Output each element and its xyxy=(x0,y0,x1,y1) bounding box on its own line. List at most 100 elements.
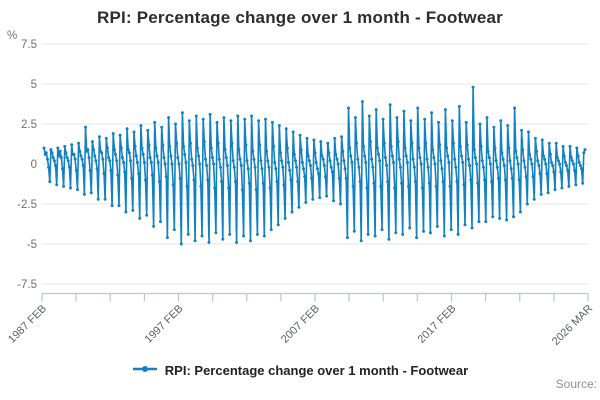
data-point xyxy=(465,143,469,147)
data-point xyxy=(513,106,517,110)
data-point xyxy=(487,156,491,160)
data-point xyxy=(398,165,402,169)
data-point xyxy=(310,176,314,180)
data-point xyxy=(574,183,578,187)
data-point xyxy=(312,138,316,142)
legend-label: RPI: Percentage change over 1 month - Fo… xyxy=(164,362,469,378)
data-point xyxy=(386,180,390,184)
data-point xyxy=(264,117,267,121)
data-point xyxy=(164,175,168,179)
data-point xyxy=(424,141,428,145)
data-point xyxy=(249,239,252,243)
data-point xyxy=(159,220,162,224)
data-point xyxy=(273,160,277,164)
data-point xyxy=(120,156,124,160)
data-point xyxy=(348,146,352,150)
data-point xyxy=(379,184,383,188)
data-point xyxy=(359,239,363,243)
data-point xyxy=(201,117,205,121)
data-point xyxy=(367,114,371,118)
data-point xyxy=(313,151,317,155)
data-point xyxy=(59,156,63,160)
data-point xyxy=(224,156,228,160)
data-point xyxy=(387,237,391,241)
data-point xyxy=(383,156,387,160)
data-point xyxy=(48,180,52,184)
data-point xyxy=(114,152,117,156)
data-point xyxy=(401,232,405,236)
data-point xyxy=(497,176,500,180)
data-point xyxy=(531,175,535,179)
data-point xyxy=(220,180,224,184)
data-point xyxy=(185,184,189,188)
data-point xyxy=(364,160,368,164)
data-point xyxy=(395,116,399,120)
data-point xyxy=(381,117,385,121)
data-point xyxy=(408,226,412,230)
data-point xyxy=(426,165,430,169)
data-point xyxy=(154,146,158,150)
data-point xyxy=(432,156,436,160)
data-point xyxy=(49,148,53,152)
data-point xyxy=(270,120,274,124)
data-point xyxy=(392,160,395,164)
data-point xyxy=(523,165,527,169)
data-point xyxy=(183,152,187,156)
data-point xyxy=(538,172,542,176)
data-point xyxy=(382,141,386,145)
data-point xyxy=(127,151,131,155)
data-point xyxy=(475,162,479,166)
data-point xyxy=(70,143,74,147)
data-point xyxy=(245,159,249,163)
data-point xyxy=(520,128,524,132)
data-point xyxy=(130,176,134,180)
data-point xyxy=(518,210,522,214)
data-point xyxy=(350,160,354,164)
data-point xyxy=(228,232,232,236)
data-point xyxy=(521,148,525,152)
data-point xyxy=(450,119,454,123)
data-point xyxy=(403,146,407,150)
data-point xyxy=(46,157,49,161)
data-point xyxy=(148,156,152,160)
data-point xyxy=(446,154,450,158)
data-point xyxy=(210,156,214,160)
data-point xyxy=(525,202,529,206)
data-point xyxy=(199,184,203,188)
data-point xyxy=(365,186,369,190)
y-tick-label: -2.5 xyxy=(17,199,37,211)
data-point xyxy=(500,151,504,155)
data-point xyxy=(567,184,571,188)
data-point xyxy=(577,160,581,164)
data-point xyxy=(412,165,416,169)
data-point xyxy=(44,151,48,155)
data-point xyxy=(458,144,462,148)
data-point xyxy=(572,162,575,166)
data-point xyxy=(42,146,46,150)
data-point xyxy=(87,156,91,160)
data-point xyxy=(437,120,440,124)
data-point xyxy=(118,133,122,137)
data-point xyxy=(208,112,212,116)
data-point xyxy=(290,210,294,214)
data-point xyxy=(343,167,347,171)
data-point xyxy=(405,160,409,164)
data-point xyxy=(366,232,370,236)
data-point xyxy=(150,173,154,177)
data-point xyxy=(417,146,421,150)
data-point xyxy=(259,159,263,163)
data-point xyxy=(205,164,209,168)
data-point xyxy=(77,141,81,145)
data-point xyxy=(57,154,61,158)
data-point xyxy=(334,152,338,156)
data-point xyxy=(355,141,359,145)
data-point xyxy=(435,224,439,228)
data-point xyxy=(488,162,492,166)
data-point xyxy=(363,154,367,158)
data-point xyxy=(509,167,513,171)
data-point xyxy=(565,164,568,168)
data-point xyxy=(570,159,574,163)
data-point xyxy=(266,159,270,163)
data-point xyxy=(223,148,227,152)
